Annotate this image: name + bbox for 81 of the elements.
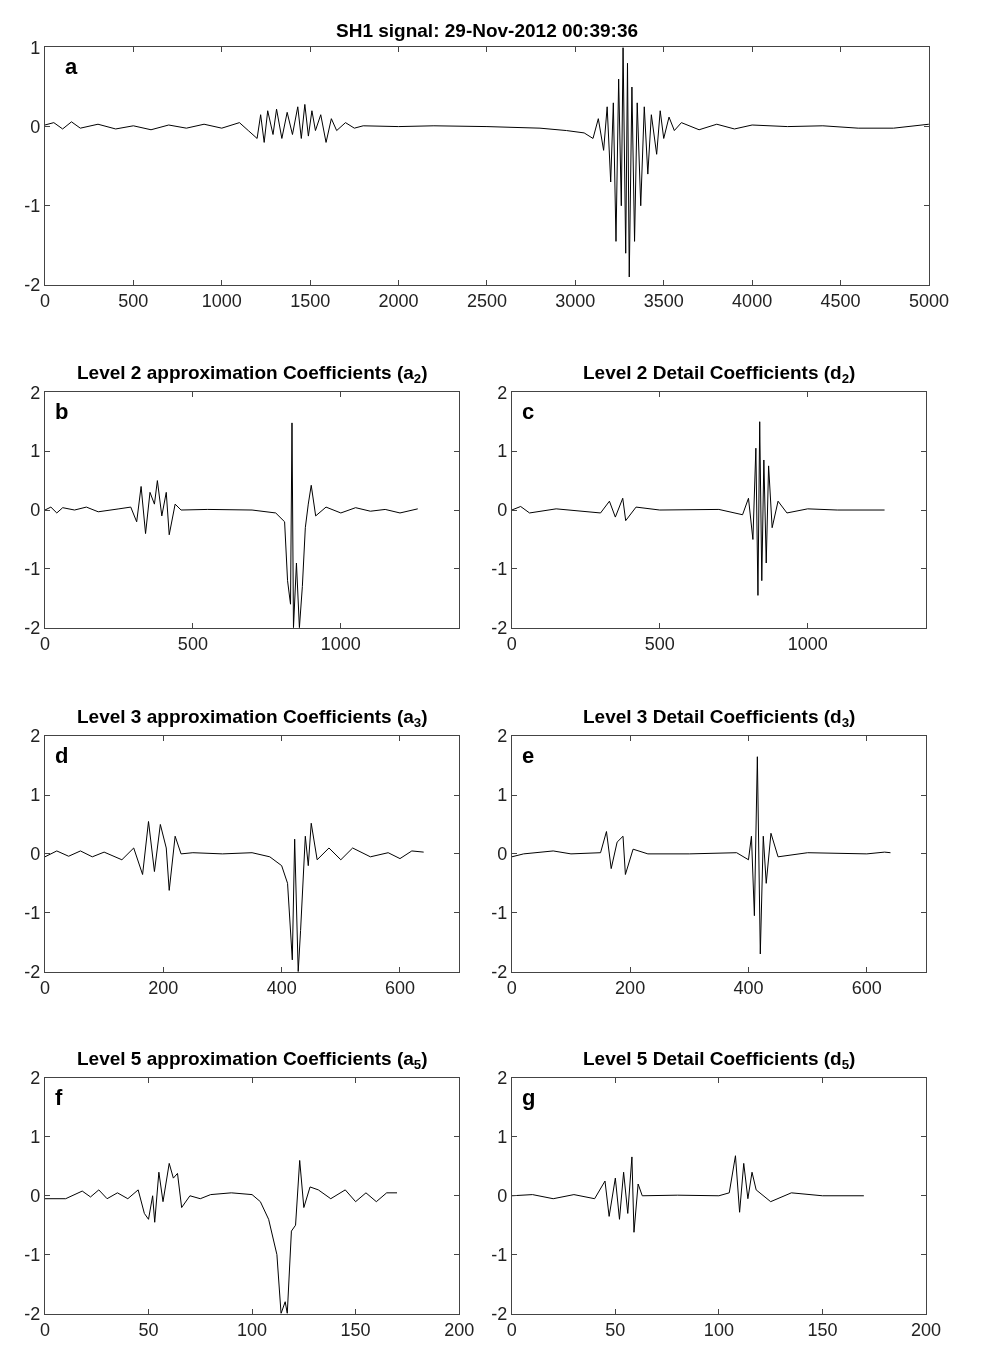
y-tick-label: 0 [30, 1186, 41, 1207]
chart-title: Level 3 Detail Coefficients (d$_{3}$) [583, 706, 856, 730]
y-tick-label: -2 [24, 275, 41, 296]
y-tick-label: -2 [24, 1303, 41, 1324]
x-tick-label: 500 [644, 634, 675, 655]
x-tick-label: 50 [138, 1320, 159, 1341]
x-tick-label: 500 [177, 634, 208, 655]
x-tick-label: 150 [807, 1320, 838, 1341]
x-tick-label: 4000 [732, 291, 773, 312]
y-tick-label: -1 [24, 196, 41, 217]
line-series [44, 47, 929, 278]
y-tick-label: 1 [30, 37, 41, 58]
x-tick-label: 4500 [820, 291, 861, 312]
x-tick-label: 3000 [555, 291, 596, 312]
x-tick-label: 5000 [908, 291, 949, 312]
y-tick-label: 1 [30, 1127, 41, 1148]
y-tick-label: 2 [497, 382, 508, 403]
annotation: d [55, 743, 69, 768]
chart-title: Level 2 Detail Coefficients (d$_{2}$) [583, 362, 856, 386]
annotation: b [55, 399, 69, 424]
y-tick-label: 0 [497, 1186, 508, 1207]
x-tick-label: 1500 [290, 291, 331, 312]
x-tick-label: 50 [605, 1320, 626, 1341]
annotation: g [522, 1085, 536, 1110]
y-tick-label: -1 [24, 559, 41, 580]
y-tick-label: -1 [24, 903, 41, 924]
y-tick-label: -1 [491, 559, 508, 580]
x-tick-label: 1000 [320, 634, 361, 655]
y-tick-label: 0 [30, 844, 41, 865]
y-tick-label: 2 [30, 382, 41, 403]
y-tick-label: -1 [24, 1244, 41, 1265]
y-tick-label: -1 [491, 903, 508, 924]
x-tick-label: 400 [266, 978, 297, 999]
y-tick-label: 0 [30, 500, 41, 521]
y-tick-label: 2 [30, 1068, 41, 1089]
y-tick-label: 1 [30, 785, 41, 806]
y-tick-label: 0 [30, 116, 41, 137]
y-tick-label: 0 [497, 844, 508, 865]
y-tick-label: -2 [491, 961, 508, 982]
y-tick-label: 1 [497, 785, 508, 806]
chart-title: SH1 signal: 29-Nov-2012 00:39:36 [336, 20, 639, 41]
y-tick-label: 2 [497, 1068, 508, 1089]
chart-title: Level 2 approximation Coefficients (a$_{2}$) [77, 362, 428, 386]
x-tick-label: 100 [703, 1320, 734, 1341]
annotation: f [55, 1085, 63, 1110]
chart-title: Level 5 Detail Coefficients (d$_{5}$) [583, 1048, 856, 1072]
annotation: a [65, 54, 78, 79]
x-tick-label: 200 [615, 978, 646, 999]
x-tick-label: 600 [851, 978, 882, 999]
chart-title: Level 5 approximation Coefficients (a$_{5}$) [77, 1048, 428, 1072]
y-tick-label: 1 [497, 1127, 508, 1148]
y-tick-label: 2 [30, 726, 41, 747]
x-tick-label: 600 [384, 978, 416, 999]
x-tick-label: 2000 [378, 291, 419, 312]
y-tick-label: 0 [497, 500, 508, 521]
x-tick-label: 400 [733, 978, 764, 999]
chart-title: Level 3 approximation Coefficients (a$_{3}$) [77, 706, 428, 730]
line-series [44, 821, 425, 972]
x-tick-label: 1000 [201, 291, 242, 312]
x-tick-label: 500 [118, 291, 149, 312]
y-tick-label: -2 [491, 1303, 508, 1324]
x-tick-label: 200 [148, 978, 179, 999]
x-tick-label: 100 [237, 1320, 268, 1341]
x-tick-label: 3500 [643, 291, 684, 312]
y-tick-label: -1 [491, 1244, 508, 1265]
annotation: c [522, 399, 535, 424]
line-series [44, 422, 419, 628]
y-tick-label: -2 [24, 618, 41, 639]
x-tick-label: 1000 [787, 634, 828, 655]
x-tick-label: 2500 [466, 291, 507, 312]
y-tick-label: -2 [24, 961, 41, 982]
line-series [511, 421, 886, 596]
y-tick-label: 1 [497, 441, 508, 462]
x-tick-label: 150 [340, 1320, 371, 1341]
y-tick-label: -2 [491, 618, 508, 639]
x-tick-label: 200 [910, 1320, 942, 1341]
x-tick-label: 200 [444, 1320, 475, 1341]
y-tick-label: 2 [497, 726, 508, 747]
line-series [44, 1159, 398, 1314]
y-tick-label: 1 [30, 441, 41, 462]
annotation: e [522, 743, 535, 768]
